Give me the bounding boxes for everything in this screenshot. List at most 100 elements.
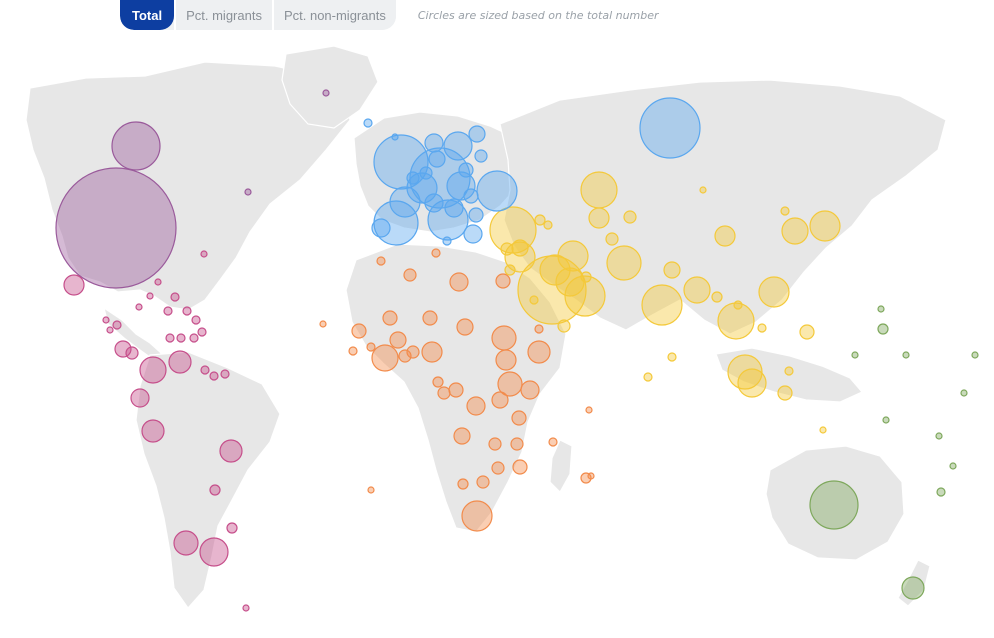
country-bubble[interactable] bbox=[189, 333, 199, 343]
country-bubble[interactable] bbox=[456, 318, 474, 336]
country-bubble[interactable] bbox=[495, 273, 511, 289]
country-bubble[interactable] bbox=[106, 326, 114, 334]
country-bubble[interactable] bbox=[371, 344, 399, 372]
country-bubble[interactable] bbox=[165, 333, 175, 343]
country-bubble[interactable] bbox=[643, 372, 653, 382]
country-bubble[interactable] bbox=[363, 118, 373, 128]
country-bubble[interactable] bbox=[606, 245, 642, 281]
country-bubble[interactable] bbox=[543, 220, 553, 230]
country-bubble[interactable] bbox=[517, 255, 587, 325]
country-bubble[interactable] bbox=[112, 320, 122, 330]
tab-pct-non-migrants[interactable]: Pct. non-migrants bbox=[273, 0, 396, 30]
country-bubble[interactable] bbox=[432, 376, 444, 388]
country-bubble[interactable] bbox=[389, 331, 407, 349]
country-bubble[interactable] bbox=[548, 437, 558, 447]
country-bubble[interactable] bbox=[500, 242, 514, 256]
country-bubble[interactable] bbox=[520, 380, 540, 400]
country-bubble[interactable] bbox=[727, 354, 763, 390]
country-bubble[interactable] bbox=[135, 303, 143, 311]
country-bubble[interactable] bbox=[463, 224, 483, 244]
country-bubble[interactable] bbox=[504, 264, 516, 276]
country-bubble[interactable] bbox=[398, 349, 412, 363]
country-bubble[interactable] bbox=[777, 385, 793, 401]
country-bubble[interactable] bbox=[758, 276, 790, 308]
country-bubble[interactable] bbox=[557, 319, 571, 333]
country-bubble[interactable] bbox=[242, 604, 250, 612]
country-bubble[interactable] bbox=[389, 186, 421, 218]
country-bubble[interactable] bbox=[819, 426, 827, 434]
country-bubble[interactable] bbox=[444, 198, 464, 218]
country-bubble[interactable] bbox=[200, 250, 208, 258]
country-bubble[interactable] bbox=[717, 302, 755, 340]
country-bubble[interactable] bbox=[474, 149, 488, 163]
country-bubble[interactable] bbox=[154, 278, 162, 286]
tab-pct-migrants[interactable]: Pct. migrants bbox=[176, 0, 272, 30]
country-bubble[interactable] bbox=[55, 167, 177, 289]
country-bubble[interactable] bbox=[351, 323, 367, 339]
country-bubble[interactable] bbox=[935, 432, 943, 440]
country-bubble[interactable] bbox=[534, 214, 546, 226]
country-bubble[interactable] bbox=[476, 170, 518, 212]
country-bubble[interactable] bbox=[877, 323, 889, 335]
country-bubble[interactable] bbox=[170, 292, 180, 302]
country-bubble[interactable] bbox=[512, 459, 528, 475]
country-bubble[interactable] bbox=[780, 206, 790, 216]
country-bubble[interactable] bbox=[403, 268, 417, 282]
country-bubble[interactable] bbox=[580, 271, 592, 283]
country-bubble[interactable] bbox=[488, 437, 502, 451]
country-bubble[interactable] bbox=[580, 171, 618, 209]
country-bubble[interactable] bbox=[322, 89, 330, 97]
country-bubble[interactable] bbox=[168, 350, 192, 374]
country-bubble[interactable] bbox=[491, 391, 509, 409]
country-bubble[interactable] bbox=[199, 537, 229, 567]
country-bubble[interactable] bbox=[111, 121, 161, 171]
country-bubble[interactable] bbox=[949, 462, 957, 470]
country-bubble[interactable] bbox=[737, 368, 767, 398]
country-bubble[interactable] bbox=[437, 386, 451, 400]
country-bubble[interactable] bbox=[182, 306, 192, 316]
country-bubble[interactable] bbox=[799, 324, 815, 340]
country-bubble[interactable] bbox=[877, 305, 885, 313]
country-bubble[interactable] bbox=[453, 427, 471, 445]
country-bubble[interactable] bbox=[557, 240, 589, 272]
country-bubble[interactable] bbox=[809, 210, 841, 242]
country-bubble[interactable] bbox=[431, 248, 441, 258]
country-bubble[interactable] bbox=[511, 410, 527, 426]
country-bubble[interactable] bbox=[367, 486, 375, 494]
country-bubble[interactable] bbox=[448, 382, 464, 398]
country-bubble[interactable] bbox=[971, 351, 979, 359]
country-bubble[interactable] bbox=[173, 530, 199, 556]
country-bubble[interactable] bbox=[623, 210, 637, 224]
country-bubble[interactable] bbox=[781, 217, 809, 245]
country-bubble[interactable] bbox=[711, 291, 723, 303]
country-bubble[interactable] bbox=[200, 365, 210, 375]
country-bubble[interactable] bbox=[639, 97, 701, 159]
country-bubble[interactable] bbox=[641, 284, 683, 326]
country-bubble[interactable] bbox=[809, 480, 859, 530]
country-bubble[interactable] bbox=[555, 267, 585, 297]
country-bubble[interactable] bbox=[757, 323, 767, 333]
country-bubble[interactable] bbox=[406, 171, 420, 185]
country-bubble[interactable] bbox=[428, 150, 446, 168]
country-bubble[interactable] bbox=[139, 356, 167, 384]
country-bubble[interactable] bbox=[667, 352, 677, 362]
country-bubble[interactable] bbox=[197, 327, 207, 337]
country-bubble[interactable] bbox=[468, 125, 486, 143]
country-bubble[interactable] bbox=[733, 300, 743, 310]
country-bubble[interactable] bbox=[406, 345, 420, 359]
country-bubble[interactable] bbox=[882, 416, 890, 424]
country-bubble[interactable] bbox=[382, 310, 398, 326]
country-bubble[interactable] bbox=[457, 478, 469, 490]
country-bubble[interactable] bbox=[902, 351, 910, 359]
country-bubble[interactable] bbox=[534, 324, 544, 334]
country-bubble[interactable] bbox=[936, 487, 946, 497]
country-bubble[interactable] bbox=[564, 275, 606, 317]
country-bubble[interactable] bbox=[527, 340, 551, 364]
country-bubble[interactable] bbox=[468, 207, 484, 223]
country-bubble[interactable] bbox=[443, 131, 473, 161]
country-bubble[interactable] bbox=[714, 225, 736, 247]
country-bubble[interactable] bbox=[587, 472, 595, 480]
country-bubble[interactable] bbox=[176, 333, 186, 343]
country-bubble[interactable] bbox=[191, 315, 201, 325]
country-bubble[interactable] bbox=[851, 351, 859, 359]
